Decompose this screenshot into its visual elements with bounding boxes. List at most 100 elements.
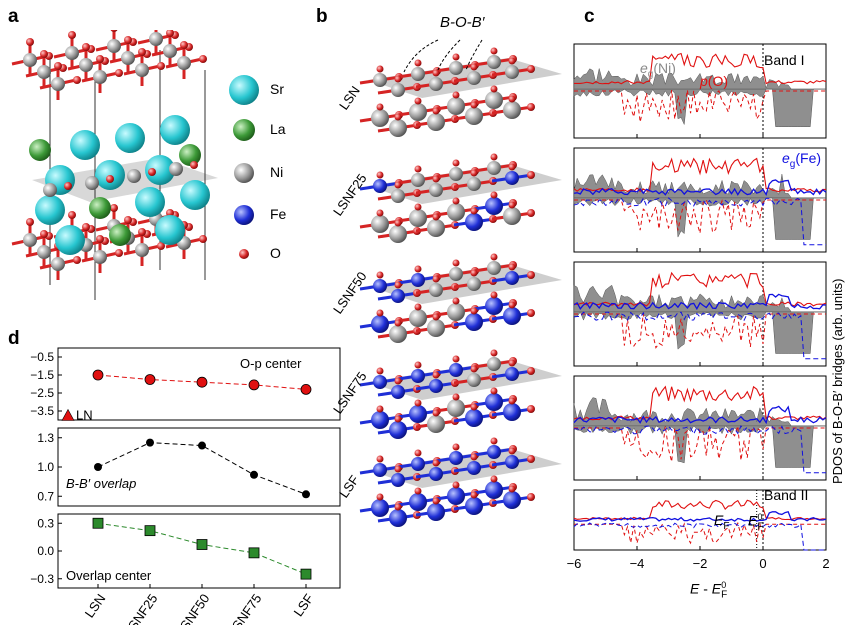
ef0-label: EF0 xyxy=(748,512,764,533)
ni-atom xyxy=(449,267,463,281)
p-o-curve-minority xyxy=(574,425,826,462)
category-label: LSNF50 xyxy=(173,591,213,625)
bridge-label: B-O-B′ xyxy=(440,14,485,31)
fe-atom xyxy=(503,307,521,325)
ni-atom xyxy=(135,63,149,77)
o-atom xyxy=(148,168,156,176)
o-atom xyxy=(96,235,104,243)
ni-atom xyxy=(163,44,177,58)
o-atom xyxy=(508,57,516,65)
o-atom xyxy=(190,161,198,169)
fe-atom xyxy=(391,385,405,399)
fe-atom xyxy=(467,461,481,475)
ni-atom xyxy=(467,373,481,387)
ni-atom xyxy=(389,119,407,137)
ni-atom xyxy=(149,32,163,46)
fe-atom xyxy=(371,499,389,517)
slab-structures xyxy=(359,39,562,527)
ni-atom xyxy=(391,83,405,97)
o-atom xyxy=(508,485,516,493)
sr-atom xyxy=(135,187,165,217)
d-series-line xyxy=(97,442,307,495)
eg-ni-fill xyxy=(573,397,826,427)
category-label: LSF xyxy=(290,591,316,619)
ni-atom xyxy=(447,97,465,115)
o-atom xyxy=(394,281,402,289)
fe-atom xyxy=(449,451,463,465)
y-tick-label: 1.3 xyxy=(37,431,54,445)
o-atom xyxy=(490,475,498,483)
eg-ni-fill xyxy=(573,197,826,240)
o-atom xyxy=(394,319,402,327)
ni-atom xyxy=(427,219,445,237)
fe-atom xyxy=(429,379,443,393)
o-label: O xyxy=(270,245,281,261)
o-atom xyxy=(490,387,498,395)
o-atom xyxy=(414,303,422,311)
fe-atom xyxy=(449,363,463,377)
eg-fe-curve-minority xyxy=(573,197,826,246)
fe-atom xyxy=(505,271,519,285)
x-tick-label: −6 xyxy=(567,556,582,568)
o-atom xyxy=(40,50,48,58)
o-atom xyxy=(470,101,478,109)
sr-legend-icon xyxy=(229,75,259,105)
o-atom xyxy=(54,62,62,70)
o-atom xyxy=(180,41,188,49)
o-atom xyxy=(508,95,516,103)
fe-atom xyxy=(487,445,501,459)
fe-atom xyxy=(411,457,425,471)
ni-atom xyxy=(389,225,407,243)
o-atom xyxy=(508,263,516,271)
fe-atom xyxy=(465,313,483,331)
o-atom xyxy=(394,503,402,511)
fe-legend-icon xyxy=(234,205,254,225)
ef-label: EF xyxy=(714,512,730,532)
eg-fe-label: eg(Fe) xyxy=(782,150,822,170)
fe-atom xyxy=(485,393,503,411)
o-atom xyxy=(110,30,118,32)
ni-atom xyxy=(409,309,427,327)
o-atom xyxy=(376,171,384,179)
o-atom xyxy=(376,455,384,463)
ni-atom xyxy=(409,103,427,121)
ni-atom xyxy=(487,161,501,175)
o-atom xyxy=(508,163,516,171)
o-atom xyxy=(508,201,516,209)
p-o-curve-minority xyxy=(574,521,826,545)
sr-atom xyxy=(55,225,85,255)
fe-atom xyxy=(505,455,519,469)
overlap-center-title: Overlap center xyxy=(66,568,152,583)
overlap-center-point xyxy=(144,525,156,537)
ni-atom xyxy=(427,319,445,337)
fe-atom xyxy=(503,403,521,421)
ni-label: Ni xyxy=(270,164,284,180)
ni-atom xyxy=(23,233,37,247)
species-legend: Sr La Ni Fe O xyxy=(228,72,298,312)
o-atom xyxy=(490,437,498,445)
eg-fe-curve-minority xyxy=(573,424,826,474)
o-atom xyxy=(452,481,460,489)
o-atom xyxy=(452,443,460,451)
ni-atom xyxy=(429,77,443,91)
eg-ni-fill xyxy=(573,311,826,354)
ni-atom xyxy=(51,77,65,91)
o-p-center-point xyxy=(300,384,312,395)
ni-atom xyxy=(467,277,481,291)
bridge-arrow-2 xyxy=(437,39,461,71)
fe-atom xyxy=(465,213,483,231)
la-atom xyxy=(179,144,201,166)
x-tick-label: 0 xyxy=(759,556,766,568)
ni-atom xyxy=(429,283,443,297)
y-tick-label: −0.3 xyxy=(30,572,54,586)
o-atom xyxy=(394,181,402,189)
band1-label: Band I xyxy=(764,52,805,68)
eg-ni-fill xyxy=(573,174,826,199)
ni-atom xyxy=(373,73,387,87)
o-p-center-title: O-p center xyxy=(240,356,302,371)
la-atom xyxy=(29,139,51,161)
overlap-center-point xyxy=(300,568,312,580)
overlap-point xyxy=(198,441,206,450)
o-atom xyxy=(452,197,460,205)
o-atom xyxy=(432,313,440,321)
